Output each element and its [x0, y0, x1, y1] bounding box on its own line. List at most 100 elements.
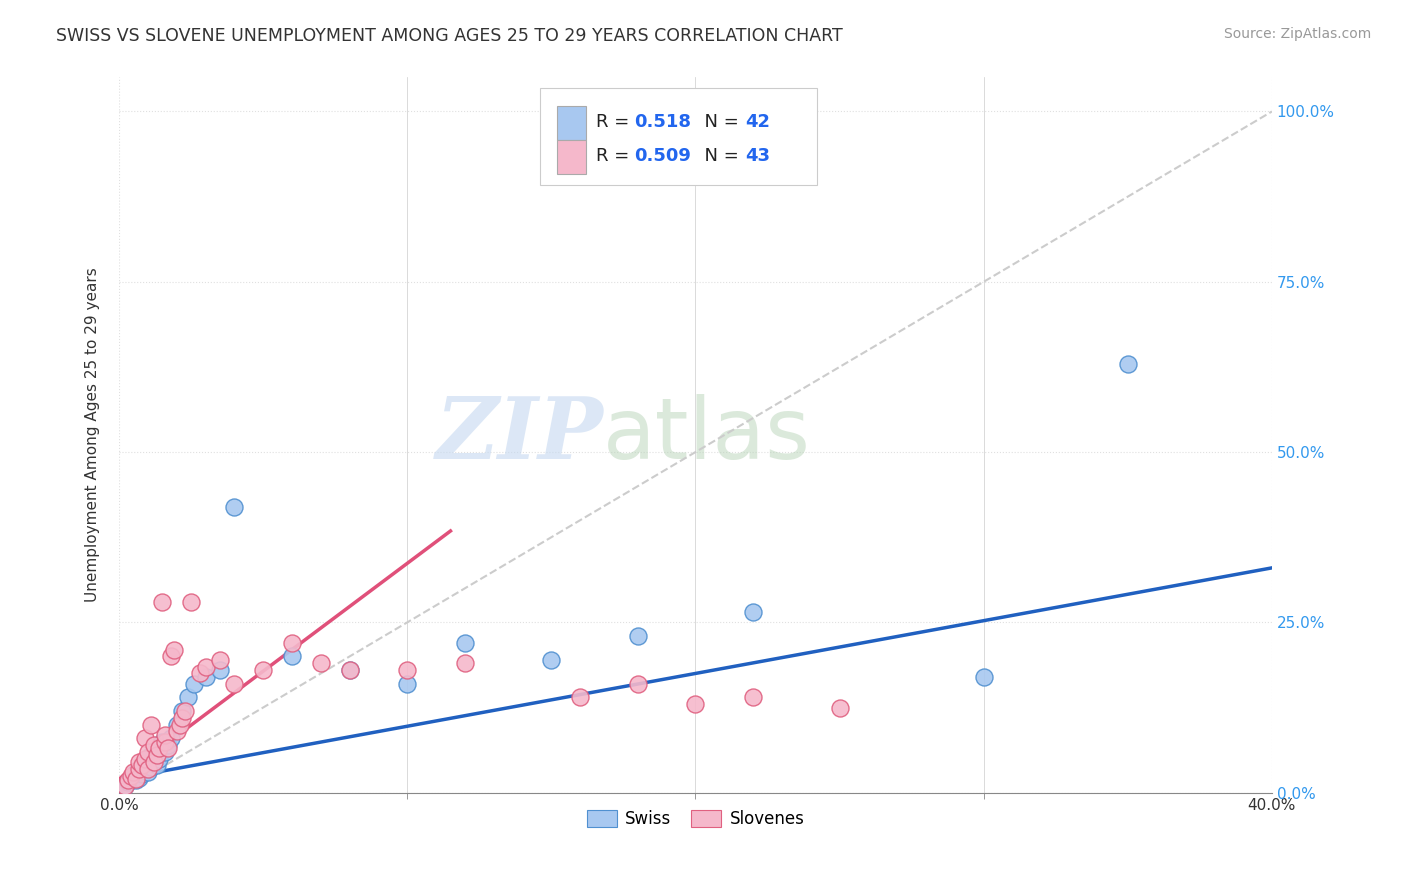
- Point: [569, 690, 592, 705]
- Point: [139, 717, 162, 731]
- Point: [157, 738, 180, 752]
- Point: [128, 771, 150, 785]
- Point: [134, 755, 156, 769]
- Point: [160, 731, 183, 746]
- Point: [281, 636, 304, 650]
- Point: [134, 751, 156, 765]
- Point: [396, 676, 419, 690]
- Text: 43: 43: [745, 147, 770, 165]
- Text: N =: N =: [693, 113, 745, 131]
- Text: 0.518: 0.518: [634, 113, 692, 131]
- Point: [120, 769, 142, 783]
- Point: [136, 745, 159, 759]
- Point: [142, 745, 165, 759]
- Point: [131, 758, 153, 772]
- Point: [150, 734, 173, 748]
- Point: [160, 649, 183, 664]
- Point: [136, 751, 159, 765]
- Point: [166, 724, 188, 739]
- Point: [150, 595, 173, 609]
- Point: [136, 762, 159, 776]
- Point: [540, 653, 562, 667]
- Point: [339, 663, 361, 677]
- Point: [134, 762, 156, 776]
- Point: [145, 758, 167, 772]
- Point: [128, 762, 150, 776]
- Point: [142, 755, 165, 769]
- Point: [180, 595, 202, 609]
- Point: [281, 649, 304, 664]
- Point: [122, 769, 145, 783]
- Point: [224, 500, 246, 514]
- Point: [194, 670, 217, 684]
- Text: SWISS VS SLOVENE UNEMPLOYMENT AMONG AGES 25 TO 29 YEARS CORRELATION CHART: SWISS VS SLOVENE UNEMPLOYMENT AMONG AGES…: [56, 27, 844, 45]
- Point: [145, 748, 167, 763]
- Point: [136, 765, 159, 780]
- FancyBboxPatch shape: [540, 88, 817, 185]
- Point: [157, 741, 180, 756]
- Point: [973, 670, 995, 684]
- Point: [122, 765, 145, 780]
- Point: [153, 745, 176, 759]
- Point: [172, 711, 194, 725]
- Point: [194, 659, 217, 673]
- Point: [131, 766, 153, 780]
- Point: [252, 663, 274, 677]
- Point: [828, 700, 851, 714]
- Point: [153, 734, 176, 748]
- Point: [117, 773, 139, 788]
- Point: [125, 773, 148, 788]
- Point: [339, 663, 361, 677]
- Point: [454, 636, 477, 650]
- Point: [174, 704, 197, 718]
- Point: [183, 676, 205, 690]
- Point: [208, 663, 231, 677]
- Point: [208, 653, 231, 667]
- Point: [627, 676, 650, 690]
- Point: [153, 728, 176, 742]
- Point: [125, 765, 148, 780]
- Text: 0.509: 0.509: [634, 147, 692, 165]
- Point: [142, 755, 165, 769]
- Point: [224, 676, 246, 690]
- Point: [309, 657, 332, 671]
- FancyBboxPatch shape: [557, 140, 586, 174]
- Point: [139, 760, 162, 774]
- Point: [627, 629, 650, 643]
- Point: [117, 775, 139, 789]
- Point: [128, 755, 150, 769]
- FancyBboxPatch shape: [557, 106, 586, 140]
- Point: [177, 690, 200, 705]
- Point: [742, 690, 765, 705]
- Point: [454, 657, 477, 671]
- Point: [114, 779, 136, 793]
- Point: [145, 748, 167, 763]
- Point: [188, 666, 211, 681]
- Point: [131, 758, 153, 772]
- Text: R =: R =: [596, 147, 636, 165]
- Text: atlas: atlas: [603, 393, 811, 476]
- Point: [142, 738, 165, 752]
- Point: [163, 642, 186, 657]
- Text: ZIP: ZIP: [436, 393, 603, 477]
- Point: [114, 779, 136, 793]
- Point: [685, 697, 707, 711]
- Point: [396, 663, 419, 677]
- Text: N =: N =: [693, 147, 745, 165]
- Point: [166, 717, 188, 731]
- Point: [148, 751, 170, 765]
- Point: [120, 772, 142, 786]
- Point: [125, 772, 148, 786]
- Text: 42: 42: [745, 113, 770, 131]
- Point: [128, 762, 150, 776]
- Point: [742, 605, 765, 619]
- Text: Source: ZipAtlas.com: Source: ZipAtlas.com: [1223, 27, 1371, 41]
- Point: [169, 717, 191, 731]
- Point: [148, 741, 170, 756]
- Point: [134, 731, 156, 746]
- Point: [172, 704, 194, 718]
- Point: [139, 748, 162, 763]
- Point: [150, 741, 173, 756]
- Text: R =: R =: [596, 113, 636, 131]
- Point: [1116, 357, 1139, 371]
